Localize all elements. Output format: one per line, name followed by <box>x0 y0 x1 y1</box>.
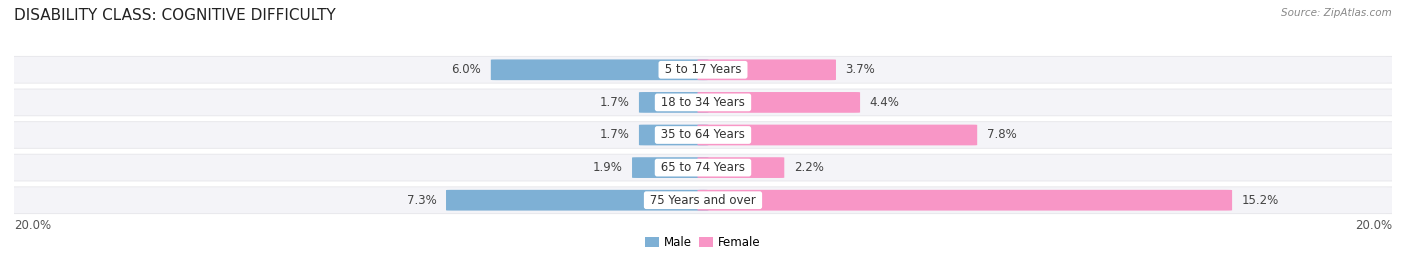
FancyBboxPatch shape <box>13 187 1393 213</box>
FancyBboxPatch shape <box>638 125 709 145</box>
Text: 20.0%: 20.0% <box>1355 219 1392 232</box>
Text: 3.7%: 3.7% <box>845 63 876 76</box>
Text: 2.2%: 2.2% <box>794 161 824 174</box>
Text: 20.0%: 20.0% <box>14 219 51 232</box>
Text: 1.7%: 1.7% <box>599 129 630 141</box>
Text: 65 to 74 Years: 65 to 74 Years <box>657 161 749 174</box>
Text: 1.7%: 1.7% <box>599 96 630 109</box>
FancyBboxPatch shape <box>697 125 977 145</box>
FancyBboxPatch shape <box>13 122 1393 148</box>
FancyBboxPatch shape <box>13 57 1393 83</box>
FancyBboxPatch shape <box>13 155 1393 180</box>
Text: 5 to 17 Years: 5 to 17 Years <box>661 63 745 76</box>
FancyBboxPatch shape <box>446 190 709 211</box>
FancyBboxPatch shape <box>4 154 1402 181</box>
FancyBboxPatch shape <box>4 56 1402 84</box>
Text: 15.2%: 15.2% <box>1241 194 1279 207</box>
Text: 7.8%: 7.8% <box>987 129 1017 141</box>
Text: 7.3%: 7.3% <box>406 194 436 207</box>
FancyBboxPatch shape <box>491 59 709 80</box>
Text: DISABILITY CLASS: COGNITIVE DIFFICULTY: DISABILITY CLASS: COGNITIVE DIFFICULTY <box>14 8 336 23</box>
Text: 18 to 34 Years: 18 to 34 Years <box>657 96 749 109</box>
FancyBboxPatch shape <box>697 59 837 80</box>
FancyBboxPatch shape <box>697 190 1232 211</box>
FancyBboxPatch shape <box>638 92 709 113</box>
Text: 35 to 64 Years: 35 to 64 Years <box>657 129 749 141</box>
Legend: Male, Female: Male, Female <box>641 231 765 254</box>
Text: 1.9%: 1.9% <box>592 161 623 174</box>
FancyBboxPatch shape <box>4 121 1402 149</box>
Text: 6.0%: 6.0% <box>451 63 481 76</box>
Text: 75 Years and over: 75 Years and over <box>647 194 759 207</box>
FancyBboxPatch shape <box>13 90 1393 115</box>
FancyBboxPatch shape <box>4 186 1402 214</box>
FancyBboxPatch shape <box>633 157 709 178</box>
FancyBboxPatch shape <box>4 89 1402 116</box>
Text: Source: ZipAtlas.com: Source: ZipAtlas.com <box>1281 8 1392 18</box>
FancyBboxPatch shape <box>697 157 785 178</box>
FancyBboxPatch shape <box>697 92 860 113</box>
Text: 4.4%: 4.4% <box>870 96 900 109</box>
